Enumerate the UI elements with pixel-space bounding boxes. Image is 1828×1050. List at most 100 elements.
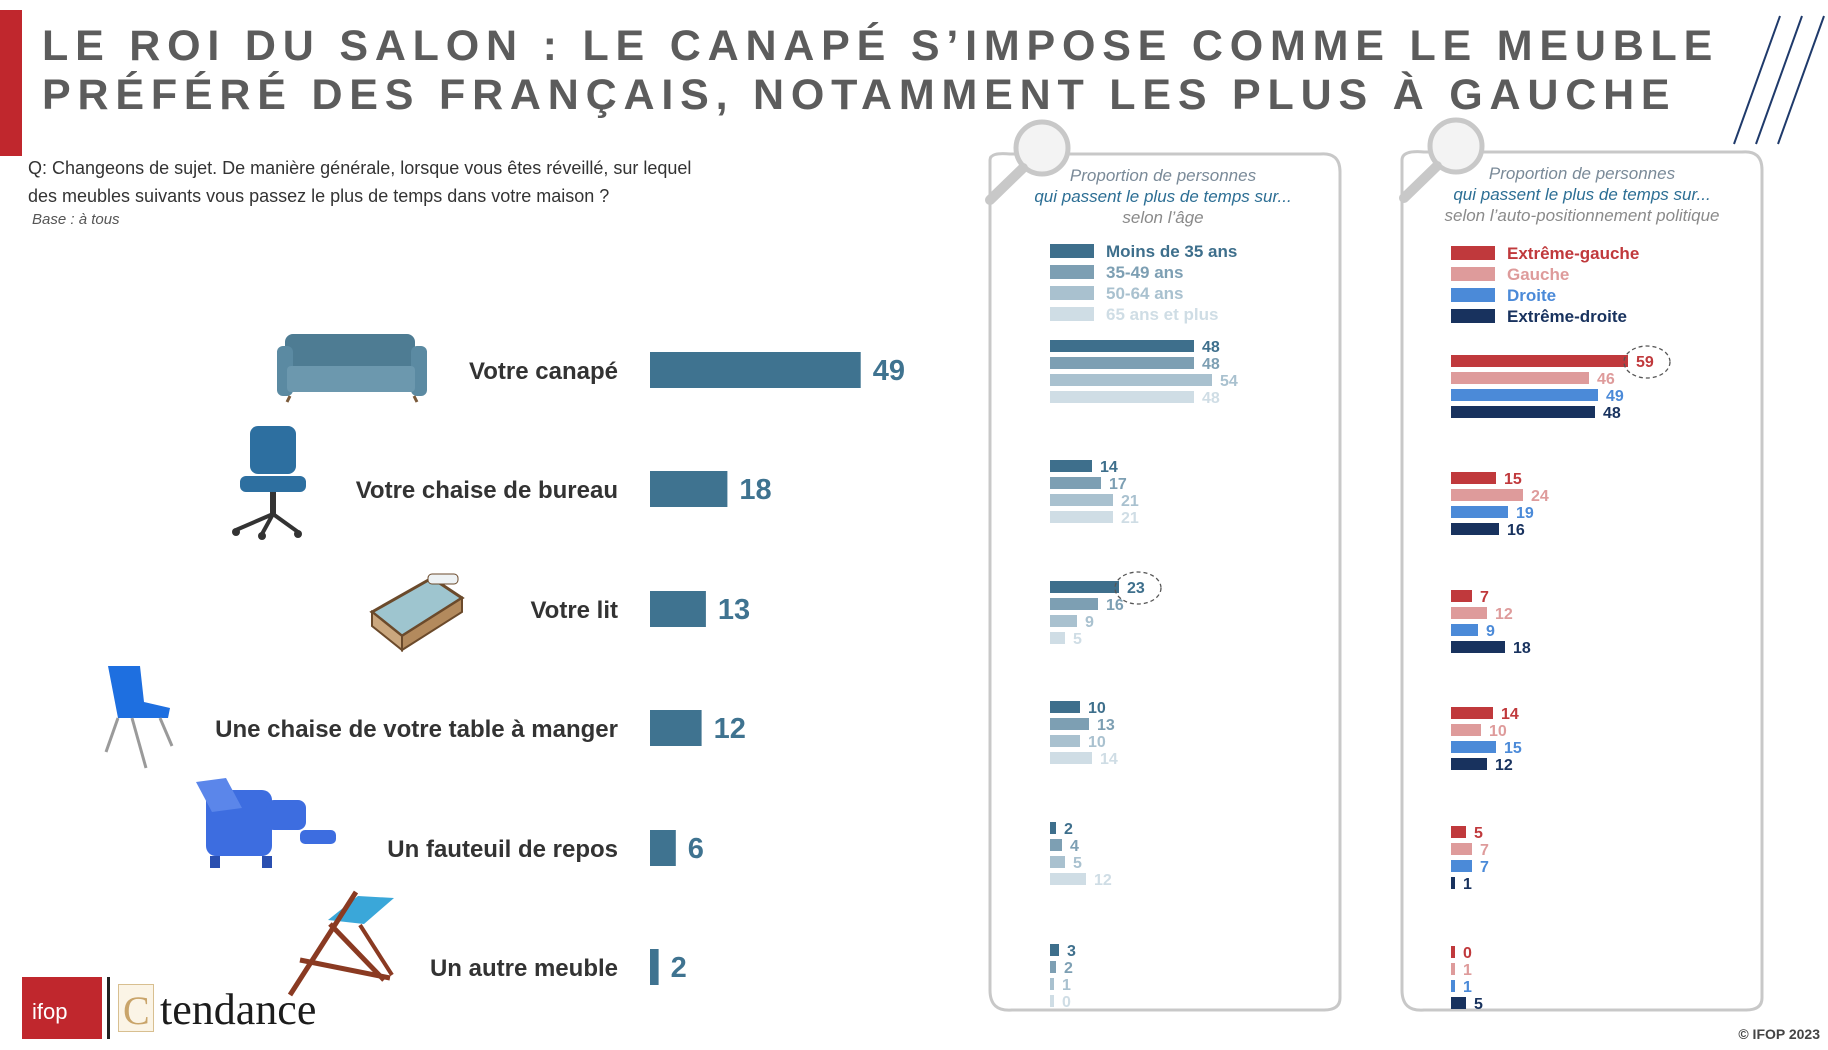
breakdown-bar: [1050, 340, 1194, 352]
breakdown-bar: [1451, 590, 1472, 602]
breakdown-bar-value: 1: [1463, 876, 1472, 893]
breakdown-bar: [1050, 477, 1101, 489]
main-bar: [650, 471, 728, 507]
magnifier-icon: [1399, 117, 1485, 203]
category-label: Votre chaise de bureau: [356, 477, 618, 504]
page-title-line-1: LE ROI DU SALON : LE CANAPÉ S’IMPOSE COM…: [42, 22, 1720, 70]
question-text: Q: Changeons de sujet. De manière généra…: [28, 154, 691, 210]
breakdown-bar: [1050, 374, 1212, 386]
recliner-icon: [196, 778, 336, 868]
breakdown-bar: [1451, 523, 1499, 535]
breakdown-bar: [1050, 944, 1059, 956]
office-chair-icon: [232, 426, 306, 540]
breakdown-bar: [1451, 372, 1589, 384]
breakdown-bar: [1050, 978, 1054, 990]
politics-panel-breakdown: selon l’auto-positionnement politique: [1444, 206, 1719, 225]
breakdown-bar: [1451, 489, 1523, 501]
breakdown-bar-value: 3: [1067, 943, 1076, 960]
page-title-line-2: PRÉFÉRÉ DES FRANÇAIS, NOTAMMENT LES PLUS…: [42, 71, 1677, 119]
breakdown-bar: [1451, 641, 1505, 653]
breakdown-bar-value: 1: [1463, 979, 1472, 996]
main-bar-chart: Votre canapé 49 Votre chaise de bureau 18 Vo…: [104, 334, 905, 997]
breakdown-bar: [1050, 822, 1056, 834]
category-label: Un autre meuble: [430, 955, 618, 982]
legend-label: 65 ans et plus: [1106, 305, 1218, 324]
breakdown-bar: [1050, 839, 1062, 851]
breakdown-bar-value: 49: [1606, 388, 1624, 405]
breakdown-bar: [1050, 581, 1119, 593]
legend-label: Moins de 35 ans: [1106, 242, 1237, 261]
category-label: Votre lit: [530, 597, 618, 624]
question-line-2: des meubles suivants vous passez le plus…: [28, 186, 610, 206]
main-bar-value: 18: [739, 474, 771, 506]
highlight-circle: [1114, 571, 1162, 605]
breakdown-bar: [1451, 758, 1487, 770]
breakdown-bar-value: 21: [1121, 510, 1139, 527]
legend-swatch: [1451, 246, 1495, 260]
breakdown-bar: [1050, 856, 1065, 868]
breakdown-bar-value: 21: [1121, 493, 1139, 510]
breakdown-bar-value: 2: [1064, 960, 1073, 977]
legend-label: Extrême-droite: [1507, 307, 1627, 326]
breakdown-bar: [1451, 724, 1481, 736]
category-label: Une chaise de votre table à manger: [215, 716, 618, 743]
deckchair-icon: [287, 890, 394, 997]
breakdown-bar-value: 24: [1531, 488, 1549, 505]
breakdown-bar-value: 12: [1495, 606, 1513, 623]
breakdown-bar: [1451, 741, 1496, 753]
breakdown-bar: [1451, 860, 1472, 872]
breakdown-bar: [1050, 735, 1080, 747]
breakdown-bar-value: 54: [1220, 373, 1238, 390]
breakdown-bar: [1451, 997, 1466, 1009]
breakdown-bar-value: 5: [1073, 631, 1082, 648]
legend-label: Extrême-gauche: [1507, 244, 1639, 263]
breakdown-bar: [1050, 961, 1056, 973]
main-bar-value: 2: [671, 952, 687, 984]
bed-icon: [369, 573, 465, 653]
age-panel-subtitle: qui passent le plus de temps sur...: [1034, 187, 1291, 206]
breakdown-bar: [1050, 511, 1113, 523]
dining-chair-icon: [104, 666, 174, 769]
breakdown-bar: [1451, 406, 1595, 418]
breakdown-bar-value: 9: [1085, 614, 1094, 631]
main-bar: [650, 591, 706, 627]
base-note: Base : à tous: [32, 211, 120, 228]
logo-separator: [107, 977, 110, 1039]
breakdown-bar-value: 48: [1202, 356, 1220, 373]
breakdown-bar: [1050, 632, 1065, 644]
breakdown-bar: [1050, 701, 1080, 713]
legend-swatch: [1451, 309, 1495, 323]
legend-swatch: [1050, 244, 1094, 258]
age-breakdown-panel: Proportion de personnes qui passent le p…: [985, 119, 1342, 1012]
magnifier-icon: [985, 119, 1071, 205]
legend-label: 50-64 ans: [1106, 284, 1184, 303]
legend-swatch: [1451, 267, 1495, 281]
main-bar-value: 13: [718, 594, 750, 626]
breakdown-bar-value: 19: [1516, 505, 1534, 522]
breakdown-bar: [1050, 391, 1194, 403]
breakdown-bar-value: 14: [1100, 459, 1118, 476]
breakdown-bar-value: 15: [1504, 471, 1522, 488]
breakdown-bar: [1050, 995, 1054, 1007]
breakdown-bar-value: 0: [1463, 945, 1472, 962]
category-label: Votre canapé: [469, 358, 618, 385]
main-bar-value: 12: [714, 713, 746, 745]
breakdown-bar-value: 59: [1636, 354, 1654, 371]
breakdown-bar: [1050, 357, 1194, 369]
copyright: © IFOP 2023: [1738, 1026, 1820, 1042]
legend-label: Gauche: [1507, 265, 1569, 284]
breakdown-bar-value: 12: [1495, 757, 1513, 774]
breakdown-bar-value: 48: [1202, 339, 1220, 356]
breakdown-bar-value: 1: [1062, 977, 1071, 994]
breakdown-bar: [1451, 843, 1472, 855]
main-bar: [650, 949, 659, 985]
breakdown-bar: [1451, 355, 1628, 367]
breakdown-bar: [1451, 946, 1455, 958]
breakdown-bar-value: 23: [1127, 580, 1145, 597]
breakdown-bar-value: 5: [1474, 825, 1483, 842]
breakdown-bar-value: 17: [1109, 476, 1127, 493]
legend-label: Droite: [1507, 286, 1556, 305]
breakdown-bar: [1451, 506, 1508, 518]
breakdown-bar-value: 7: [1480, 589, 1489, 606]
breakdown-bar-value: 12: [1094, 872, 1112, 889]
